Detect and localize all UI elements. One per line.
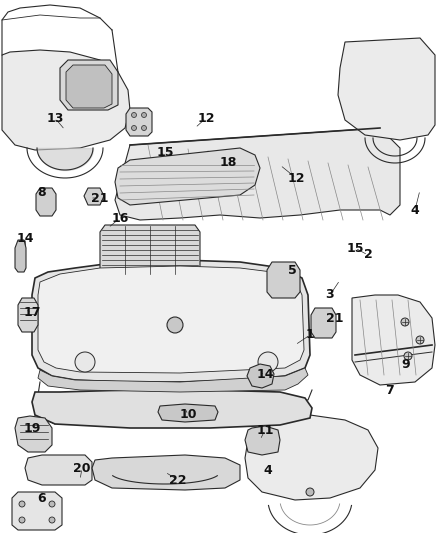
Circle shape [141,112,146,117]
Text: 9: 9 [402,359,410,372]
PathPatch shape [245,415,378,500]
Text: 20: 20 [73,462,91,474]
Text: 6: 6 [38,491,46,505]
Circle shape [167,317,183,333]
Text: 3: 3 [326,288,334,302]
Circle shape [131,112,137,117]
Text: 5: 5 [288,263,297,277]
PathPatch shape [38,266,304,373]
Circle shape [19,517,25,523]
Text: 12: 12 [287,172,305,184]
PathPatch shape [66,65,112,108]
Text: 17: 17 [23,305,41,319]
Text: 1: 1 [306,328,314,342]
Circle shape [49,517,55,523]
Circle shape [404,352,412,360]
Circle shape [19,501,25,507]
PathPatch shape [36,188,56,216]
PathPatch shape [2,50,130,150]
PathPatch shape [38,368,308,392]
PathPatch shape [158,404,218,422]
PathPatch shape [15,240,26,272]
Text: 4: 4 [264,464,272,477]
PathPatch shape [267,262,300,298]
PathPatch shape [338,38,435,140]
PathPatch shape [60,60,118,110]
Text: 2: 2 [364,248,372,262]
Circle shape [131,125,137,131]
Text: 15: 15 [156,146,174,158]
Text: 14: 14 [16,231,34,245]
Circle shape [416,336,424,344]
Text: 7: 7 [385,384,394,397]
PathPatch shape [32,260,310,382]
Text: 19: 19 [23,422,41,434]
PathPatch shape [100,225,200,275]
PathPatch shape [25,455,92,485]
Text: 13: 13 [46,111,64,125]
Text: 10: 10 [179,408,197,422]
PathPatch shape [92,455,240,490]
PathPatch shape [12,492,62,530]
Text: 18: 18 [219,156,237,168]
Circle shape [401,318,409,326]
PathPatch shape [84,188,104,205]
Circle shape [141,125,146,131]
Circle shape [258,352,278,372]
PathPatch shape [18,298,38,332]
PathPatch shape [352,295,435,385]
PathPatch shape [311,308,336,338]
Text: 12: 12 [197,111,215,125]
Text: 11: 11 [256,424,274,437]
Text: 14: 14 [256,368,274,382]
PathPatch shape [32,390,312,428]
PathPatch shape [126,108,152,136]
Circle shape [49,501,55,507]
Text: 8: 8 [38,185,46,198]
Text: 15: 15 [346,241,364,254]
PathPatch shape [15,416,52,452]
Text: 21: 21 [91,191,109,205]
PathPatch shape [245,426,280,455]
Text: 4: 4 [411,204,419,216]
PathPatch shape [115,148,260,205]
PathPatch shape [247,364,274,388]
Text: 21: 21 [326,311,344,325]
Text: 22: 22 [169,473,187,487]
PathPatch shape [115,128,400,220]
Text: 16: 16 [111,212,129,224]
Circle shape [306,488,314,496]
Circle shape [75,352,95,372]
